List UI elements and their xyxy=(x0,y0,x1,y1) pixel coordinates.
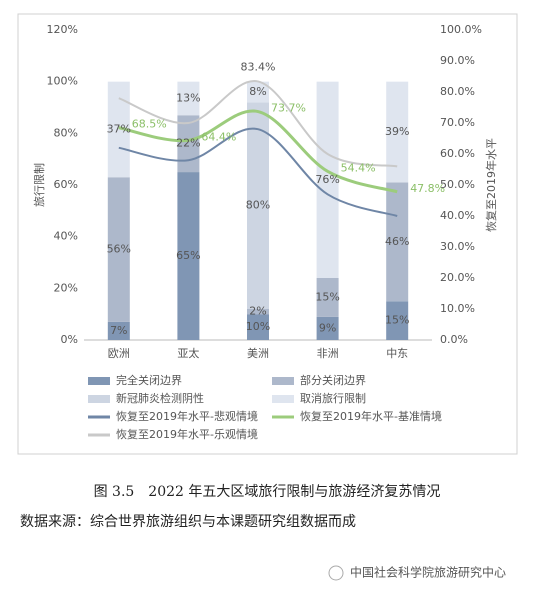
bar-segment xyxy=(107,81,130,178)
line-label: 73.7% xyxy=(271,102,306,115)
line xyxy=(118,109,398,194)
y2-tick-label: 90.0% xyxy=(440,54,475,67)
legend-label: 取消旅行限制 xyxy=(300,391,366,405)
bar-label: 10% xyxy=(246,320,270,333)
bar-segment xyxy=(247,81,269,103)
watermark: 中国社会科学院旅游研究中心 xyxy=(350,565,506,580)
legend-swatch xyxy=(88,377,110,385)
line-label: 47.8% xyxy=(410,182,445,195)
bar-label: 65% xyxy=(176,249,200,262)
legend-label: 恢复至2019年水平-乐观情境 xyxy=(116,427,258,441)
bar-segment xyxy=(177,81,200,116)
line-label: 64.4% xyxy=(201,130,236,143)
y2-tick-label: 20.0% xyxy=(440,271,475,284)
line xyxy=(118,127,398,217)
bar-label: 22% xyxy=(176,137,200,150)
y2-tick-label: 80.0% xyxy=(440,85,475,98)
bar-segment xyxy=(386,182,409,302)
line xyxy=(118,80,398,168)
x-tick-label: 中东 xyxy=(386,347,408,360)
bar-segment xyxy=(107,177,130,322)
bar-label: 37% xyxy=(107,122,131,135)
bar-segment xyxy=(247,314,269,340)
x-tick-label: 欧洲 xyxy=(108,347,130,360)
y-tick-label: 40% xyxy=(54,230,78,243)
x-tick-label: 亚太 xyxy=(177,347,199,360)
y-tick-label: 120% xyxy=(47,23,78,36)
bar-label: 39% xyxy=(385,125,409,138)
bar-segment xyxy=(316,278,339,317)
y-axis-label: 旅行限制 xyxy=(32,163,46,207)
legend-swatch xyxy=(88,395,110,403)
y-tick-label: 80% xyxy=(54,126,78,139)
y2-tick-label: 60.0% xyxy=(440,147,475,160)
bar-label: 15% xyxy=(315,290,339,303)
y-tick-label: 100% xyxy=(47,75,78,88)
y2-tick-label: 40.0% xyxy=(440,209,475,222)
y2-tick-label: 0.0% xyxy=(440,333,468,346)
y2-tick-label: 50.0% xyxy=(440,178,475,191)
legend-label: 恢复至2019年水平-悲观情境 xyxy=(116,409,258,423)
bar-label: 13% xyxy=(176,91,200,104)
chart-frame xyxy=(17,13,518,455)
legend-swatch xyxy=(272,377,294,385)
bar-label: 15% xyxy=(385,314,409,327)
y-tick-label: 20% xyxy=(54,281,78,294)
bar-label: 46% xyxy=(385,235,409,248)
watermark-icon xyxy=(328,565,344,581)
bar-segment xyxy=(247,309,269,315)
caption: 图 3.5 2022 年五大区域旅行限制与旅游经济复苏情况 xyxy=(94,483,441,500)
legend-label: 完全关闭边界 xyxy=(116,373,182,387)
x-tick-label: 非洲 xyxy=(317,347,339,360)
bar-segment xyxy=(247,102,269,309)
bar-segment xyxy=(177,172,200,340)
bar-segment xyxy=(316,81,339,279)
y2-tick-label: 100.0% xyxy=(440,23,482,36)
line-label: 54.4% xyxy=(341,161,376,174)
bar-label: 7% xyxy=(110,324,127,337)
x-tick-label: 美洲 xyxy=(247,347,269,360)
bar-segment xyxy=(107,321,130,340)
bar-segment xyxy=(316,316,339,340)
y2-tick-label: 10.0% xyxy=(440,302,475,315)
line-label: 68.5% xyxy=(132,118,167,131)
y2-axis-label: 恢复至2019年水平 xyxy=(484,138,498,232)
bar-segment xyxy=(386,81,409,183)
bar-label: 8% xyxy=(249,85,266,98)
bar-label: 80% xyxy=(246,199,270,212)
y2-tick-label: 30.0% xyxy=(440,240,475,253)
bar-label: 76% xyxy=(315,173,339,186)
bar-label: 9% xyxy=(319,321,336,334)
bar-label: 56% xyxy=(107,243,131,256)
source: 数据来源：综合世界旅游组织与本课题研究组数据而成 xyxy=(20,514,356,530)
y2-tick-label: 70.0% xyxy=(440,116,475,129)
bar-label: 2% xyxy=(249,305,266,318)
y-tick-label: 60% xyxy=(54,178,78,191)
bar-segment xyxy=(386,301,409,340)
legend-label: 部分关闭边界 xyxy=(300,373,366,387)
legend-label: 新冠肺炎检测阴性 xyxy=(116,391,204,405)
legend-label: 恢复至2019年水平-基准情境 xyxy=(300,409,442,423)
legend-swatch xyxy=(272,395,294,403)
y-tick-label: 0% xyxy=(61,333,78,346)
line-label: 83.4% xyxy=(241,60,276,73)
